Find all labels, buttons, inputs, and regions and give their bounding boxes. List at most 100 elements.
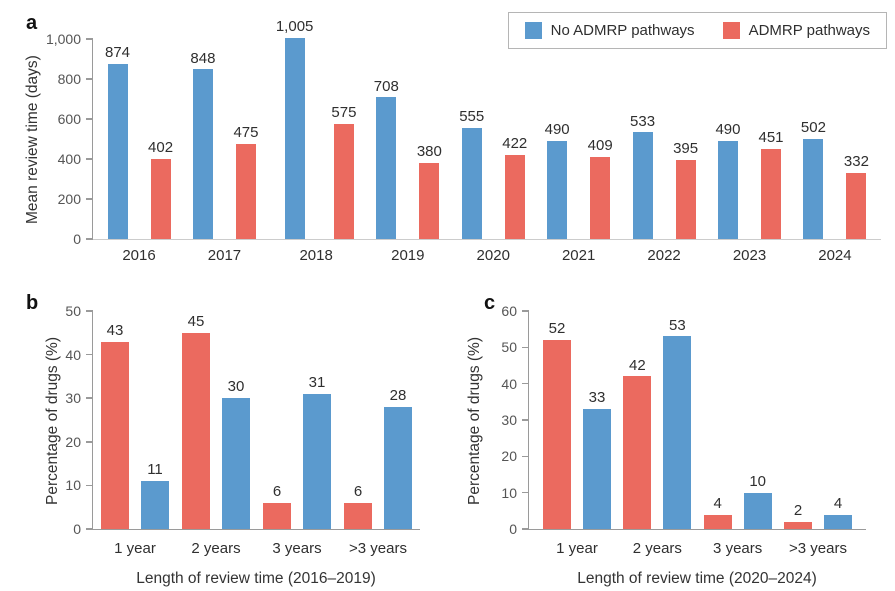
bar-value-label: 33 (588, 389, 606, 407)
bar-wrap: 4 (823, 494, 852, 529)
bar-value-label: 43 (106, 321, 124, 339)
bar-value-label: 52 (548, 320, 566, 338)
bar-value-label: 475 (233, 124, 259, 142)
legend-item-no-admrp: No ADMRP pathways (524, 22, 695, 39)
a-group-2021: 490 409 2021 (545, 122, 613, 264)
chart-a: Mean review time (days) 0 200 400 600 800 1,00… (0, 0, 895, 278)
bar-no-admrp-pathways (743, 492, 772, 529)
bar-wrap: 10 (743, 474, 772, 529)
bar-admrp-pathways (150, 158, 171, 239)
c-y-tick-label: 10 (501, 484, 517, 501)
bar-wrap: 490 (715, 122, 741, 239)
b-group->3 years: 6 28 >3 years (344, 387, 412, 557)
bar-no-admrp-pathways (303, 393, 331, 529)
bar-admrp-pathways (761, 148, 782, 239)
a-group-2019: 708 380 2019 (373, 77, 442, 264)
bar-no-admrp-pathways (717, 141, 738, 239)
bar-wrap: 848 (190, 50, 215, 239)
b-y-tick: 20 (65, 434, 93, 450)
c-x-tick-label: 1 year (556, 540, 598, 557)
a-y-tick-mark (86, 198, 93, 200)
bar-wrap: 11 (141, 462, 169, 529)
a-group-2022: 533 395 2022 (630, 112, 698, 264)
bar-admrp-pathways (504, 154, 525, 239)
c-y-tick-label: 50 (501, 339, 517, 356)
b-x-axis-title: Length of review time (2016–2019) (136, 570, 376, 587)
bar-value-label: 380 (416, 143, 442, 161)
c-x-tick-label: 3 years (713, 540, 763, 557)
legend-label-admrp: ADMRP pathways (748, 22, 870, 39)
bar-wrap: 533 (630, 112, 656, 239)
a-x-tick-label: 2020 (476, 247, 510, 264)
b-y-tick-mark (86, 353, 93, 356)
a-group-2018: 1,005 575 2018 (275, 18, 357, 264)
legend-swatch-blue (524, 22, 542, 39)
bar-wrap: 52 (543, 321, 571, 529)
a-bar-groups: 874 402 2016 848 475 2017 1,005 575 2018 708 380 20… (93, 19, 881, 264)
bar-value-label: 6 (272, 483, 282, 501)
bar-wrap: 422 (502, 136, 527, 239)
bar-wrap: 6 (263, 484, 291, 529)
bar-wrap: 380 (417, 144, 442, 239)
bar-value-label: 1,005 (275, 18, 314, 36)
b-y-tick-mark (86, 441, 93, 443)
a-x-tick-label: 2019 (391, 247, 425, 264)
bar-value-label: 451 (758, 129, 784, 147)
c-y-tick-label: 20 (501, 448, 517, 465)
b-y-axis-title: Percentage of drugs (%) (44, 337, 61, 506)
bar-wrap: 502 (801, 120, 826, 239)
bar-admrp-pathways (846, 172, 867, 239)
bar-no-admrp-pathways (663, 336, 692, 529)
b-group-2 years: 45 30 2 years (182, 314, 250, 557)
bar-wrap: 42 (623, 357, 652, 529)
bar-value-label: 4 (833, 494, 843, 512)
bar-value-label: 28 (389, 387, 407, 405)
panel-c: c Percentage of drugs (%) 0 10 20 30 40 50 60 52… (448, 278, 895, 591)
b-y-tick-label: 20 (65, 433, 81, 450)
bar-value-label: 2 (793, 501, 803, 519)
a-y-axis-title: Mean review time (days) (24, 55, 41, 225)
a-y-tick-label: 600 (57, 111, 81, 127)
a-x-tick-label: 2017 (207, 247, 242, 264)
legend-item-admrp: ADMRP pathways (722, 22, 870, 39)
bar-wrap: 874 (105, 45, 130, 239)
c-y-tick-mark (522, 455, 529, 458)
b-y-tick-label: 40 (65, 346, 81, 363)
bar-wrap: 6 (344, 484, 372, 529)
a-group-2020: 555 422 2020 (459, 109, 527, 264)
bar-no-admrp-pathways (547, 141, 568, 239)
b-x-tick-label: 3 years (272, 540, 322, 557)
c-y-tick-label: 60 (501, 303, 517, 319)
c-bar-groups: 52 33 1 year 42 53 2 years 4 10 3 years 2 4 >3 year… (529, 312, 866, 557)
a-x-tick-label: 2018 (299, 247, 333, 264)
b-y-tick-label: 30 (65, 390, 81, 407)
a-group-2024: 502 332 2024 (801, 120, 869, 264)
c-group-3 years: 4 10 3 years (703, 474, 772, 557)
bar-value-label: 708 (373, 77, 399, 95)
b-y-tick-label: 0 (73, 521, 81, 537)
c-y-tick-mark (522, 382, 529, 385)
bar-admrp-pathways (703, 514, 732, 529)
bar-value-label: 422 (502, 134, 528, 152)
c-group-1 year: 52 33 1 year (543, 321, 611, 557)
bar-no-admrp-pathways (376, 97, 397, 239)
b-x-tick-label: >3 years (349, 540, 407, 557)
bar-wrap: 31 (303, 375, 331, 529)
bar-admrp-pathways (182, 332, 210, 529)
b-y-tick: 0 (73, 521, 93, 537)
bar-wrap: 402 (148, 140, 173, 239)
bar-value-label: 533 (630, 112, 656, 130)
b-plot-area: 0 10 20 30 40 50 43 11 1 year 45 30 2 years 6 31 3 yea… (65, 303, 420, 557)
bar-value-label: 4 (713, 494, 722, 512)
c-plot-area: 0 10 20 30 40 50 60 52 33 1 year 42 53 2 years 4 10 3 y… (501, 303, 866, 557)
bar-wrap: 475 (233, 125, 258, 239)
b-y-tick-mark (86, 484, 93, 487)
legend: No ADMRP pathways ADMRP pathways (507, 12, 887, 49)
bar-no-admrp-pathways (823, 514, 852, 529)
b-y-tick-label: 50 (65, 303, 81, 319)
b-y-tick: 40 (65, 347, 93, 363)
bar-admrp-pathways (344, 502, 372, 529)
bar-wrap: 2 (783, 501, 812, 529)
a-y-tick: 0 (73, 231, 93, 247)
